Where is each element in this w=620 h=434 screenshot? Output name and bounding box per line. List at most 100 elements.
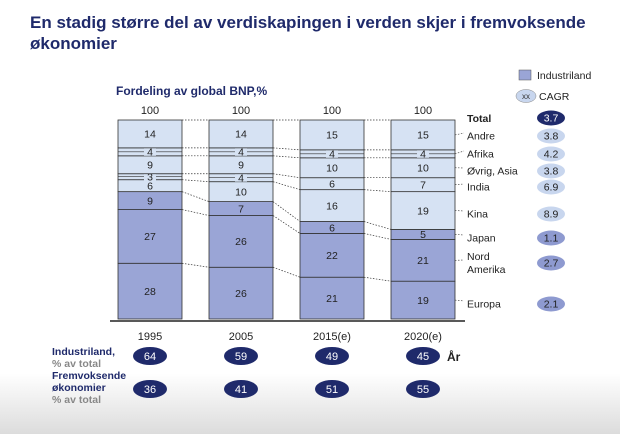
industrial-share-oval-1995 <box>133 347 167 365</box>
emerging-share-value-2020-e: 55 <box>417 384 429 396</box>
legend-cagr-oval <box>515 89 537 103</box>
data-label-india-2005: 4 <box>238 173 244 185</box>
bar-andre-2015-e <box>299 119 365 151</box>
region-label-japan: Japan <box>467 233 496 245</box>
connector-afrika-1 <box>272 147 301 151</box>
label-connector-india <box>454 183 465 185</box>
connector-nord-amerika-0 <box>181 209 210 216</box>
emerging-share-value-2015-e: 51 <box>326 384 338 396</box>
cagr-oval-vrig-asia <box>537 163 565 179</box>
label-connector-japan <box>454 234 465 236</box>
emerging-row-title-1: Fremvoksende <box>52 370 127 382</box>
connector-europa-1 <box>272 266 301 278</box>
label-connector-afrika <box>454 150 465 155</box>
connector-japan-1 <box>272 201 301 222</box>
industrial-row-label: Industriland, % av total <box>52 346 115 370</box>
bar-andre-1995 <box>117 119 183 149</box>
emerging-share-value-1995: 36 <box>144 384 156 396</box>
industrial-share-oval-2015-e <box>315 347 349 365</box>
cagr-oval-kina <box>537 206 565 222</box>
region-label-nord-amerika-2: Amerika <box>467 264 506 276</box>
cagr-value-europa: 2.1 <box>544 299 559 311</box>
data-label-vrig-asia-1995: 9 <box>147 160 153 172</box>
emerging-row-title-2: økonomier <box>52 382 106 394</box>
data-label-kina-2005: 10 <box>235 186 247 198</box>
connector-nord-amerika-1 <box>272 215 301 234</box>
bar-total-1995: 100 <box>141 105 159 117</box>
cagr-oval-andre <box>537 128 565 144</box>
data-label-kina-2020-e: 19 <box>417 205 429 217</box>
data-label-afrika-2020-e: 4 <box>420 149 426 161</box>
data-label-japan-2015-e: 6 <box>329 222 335 234</box>
bar-europa-2005 <box>208 266 274 320</box>
bar-kina-2020-e <box>390 191 456 230</box>
connector-kina-1 <box>272 181 301 190</box>
data-label-india-2020-e: 7 <box>420 179 426 191</box>
emerging-share-oval-2005 <box>224 380 258 398</box>
cagr-oval-afrika <box>537 146 565 162</box>
connector-europa-0 <box>181 262 210 268</box>
data-label-japan-1995: 9 <box>147 195 153 207</box>
connector-europa-2 <box>363 276 392 282</box>
data-label-afrika-2005: 4 <box>238 147 244 159</box>
region-label-afrika: Afrika <box>467 149 494 161</box>
year-axis-label: År <box>447 350 461 364</box>
connector-india-1 <box>272 173 301 179</box>
data-label-europa-1995: 28 <box>144 286 156 298</box>
data-label-kina-2015-e: 16 <box>326 200 338 212</box>
category-label-2005: 2005 <box>229 331 253 343</box>
emerging-row-sub: % av total <box>52 394 102 406</box>
small-seg-bg-india-1995 <box>144 172 156 181</box>
emerging-share-value-2005: 41 <box>235 384 247 396</box>
bar-total-2015-e: 100 <box>323 105 341 117</box>
cagr-value-japan: 1.1 <box>544 233 559 245</box>
data-label-andre-2015-e: 15 <box>326 130 338 142</box>
emerging-share-oval-1995 <box>133 380 167 398</box>
small-seg-bg-afrika-2005 <box>235 147 247 156</box>
data-label-nord-amerika-2020-e: 21 <box>417 255 429 267</box>
label-connector-europa <box>454 299 465 302</box>
bar-europa-2015-e <box>299 276 365 320</box>
bar-kina-2015-e <box>299 189 365 222</box>
region-label-nord-amerika-1: Nord <box>467 251 490 263</box>
cagr-value-nord-amerika: 2.7 <box>544 258 559 270</box>
data-label-afrika-1995: 4 <box>147 147 153 159</box>
legend-industrial-label: Industriland <box>537 70 591 82</box>
industrial-share-value-2015-e: 49 <box>326 351 338 363</box>
connector-kina-0 <box>181 179 210 183</box>
total-cagr-value: 3.7 <box>544 113 559 125</box>
total-cagr-oval <box>537 110 565 126</box>
data-label-vrig-asia-2020-e: 10 <box>417 163 429 175</box>
cagr-value-india: 6.9 <box>544 182 559 194</box>
small-seg-bg-afrika-2015-e <box>326 149 338 158</box>
chart-subtitle: Fordeling av global BNP,% <box>116 84 267 98</box>
industrial-share-oval-2005 <box>224 347 258 365</box>
category-label-1995: 1995 <box>138 331 162 343</box>
data-label-nord-amerika-2015-e: 22 <box>326 250 338 262</box>
legend-cagr-label: CAGR <box>539 91 570 103</box>
legend-industrial-swatch <box>518 69 532 81</box>
legend-cagr-symbol: xx <box>522 92 530 101</box>
industrial-row-sub: % av total <box>52 358 102 370</box>
page-title: En stadig større del av verdiskapingen i… <box>30 13 586 53</box>
category-label-2020-e: 2020(e) <box>404 331 442 343</box>
data-label-andre-2020-e: 15 <box>417 130 429 142</box>
cagr-value-andre: 3.8 <box>544 131 559 143</box>
industrial-share-value-2005: 59 <box>235 351 247 363</box>
data-label-andre-1995: 14 <box>144 129 156 141</box>
data-label-europa-2020-e: 19 <box>417 295 429 307</box>
bar-nord-amerika-2020-e <box>390 238 456 282</box>
data-label-india-1995: 3 <box>147 172 153 184</box>
industrial-share-value-1995: 64 <box>144 351 156 363</box>
bar-total-2005: 100 <box>232 105 250 117</box>
industrial-share-value-2020-e: 45 <box>417 351 429 363</box>
bar-nord-amerika-2015-e <box>299 233 365 278</box>
total-label: Total <box>467 113 491 125</box>
region-label-india: India <box>467 182 490 194</box>
data-label-japan-2005: 7 <box>238 203 244 215</box>
bar-europa-2020-e <box>390 280 456 320</box>
cagr-oval-europa <box>537 296 565 312</box>
emerging-row-label: Fremvoksende økonomier % av total <box>52 370 126 406</box>
bar-europa-1995 <box>117 262 183 320</box>
